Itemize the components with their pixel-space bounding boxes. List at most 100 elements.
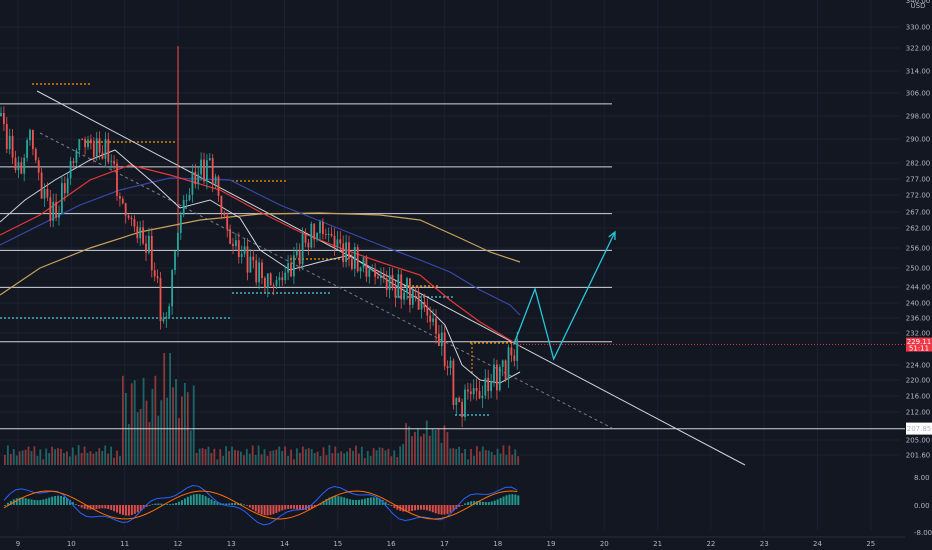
candle-body [116,163,118,197]
price-tick-label: 298.00 [906,113,931,121]
volume-bar [98,448,101,465]
price-tick-label: 232.00 [906,330,931,338]
volume-bar [207,446,210,465]
macd-histogram-bar [411,505,414,511]
volume-bar [343,453,346,465]
macd-histogram-bar [157,503,160,505]
volume-bar [349,448,351,465]
candle-body [342,243,345,263]
volume-bar [408,426,410,465]
candle-body [443,332,446,367]
price-tick-label: 250.00 [906,265,931,273]
volume-bar [51,446,53,465]
price-tick-label: 220.00 [906,377,931,385]
candle-body [237,240,240,258]
volume-bar [493,454,496,465]
volume-bar [434,430,437,465]
volume-bar [54,449,56,465]
candle-body [235,240,237,247]
macd-histogram-bar [405,505,408,512]
candle-body [400,274,403,300]
projection-path[interactable] [513,230,616,361]
volume-bar [340,451,343,465]
macd-histogram-bar [299,505,301,510]
candle-body [171,270,173,307]
volume-bar [369,455,372,465]
candle-body [371,269,374,271]
candle-body [452,360,455,406]
volume-bar [172,387,174,465]
macd-histogram-bar [65,498,68,505]
volume-bar [110,446,112,465]
candle-body [139,227,142,239]
macd-histogram-bar [33,499,36,505]
candle-body [411,290,414,305]
candle-body [365,257,368,277]
volume-bar [245,448,248,465]
candle-body [266,273,269,288]
macd-histogram-bar [36,500,39,505]
volume-bar [478,451,481,465]
macd-histogram-bar [183,498,186,505]
macd-histogram-bar [39,500,42,505]
candle-body [481,395,484,399]
candle-body [382,275,385,279]
candle-body [217,176,220,196]
candle-body [200,159,202,175]
candle-body [127,215,130,218]
volume-bar [107,453,110,465]
macd-histogram-bar [337,496,340,505]
candle-body [197,174,200,185]
horizontal-levels[interactable] [0,103,907,430]
macd-histogram-bar [375,497,378,505]
volume-bar [30,451,33,465]
macd-histogram-bar [325,499,328,505]
macd-histogram-bar [275,505,278,513]
support-price-value: 207.85 [907,425,932,433]
candle-body [284,272,287,281]
candle-body [182,200,185,215]
time-tick-label: 13 [227,540,236,548]
candle-body [136,226,139,239]
macd-histogram-bar [204,496,207,505]
candle-body [5,124,8,150]
descending-trendline[interactable] [36,90,746,466]
macd-tick-label: -8.00 [914,529,932,537]
macd-histogram-bar [449,505,452,513]
candle-body [162,318,165,322]
trendlines[interactable] [36,46,746,466]
candle-body [243,246,246,254]
macd-histogram-bar [181,500,183,505]
candle-body [58,213,60,218]
candle-body [145,243,147,253]
time-axis[interactable]: 9 10 11 12 13 14 15 16 17 18 19 20 21 22 23 24 25 [0,536,905,548]
macd-histogram-bar [60,495,63,505]
macd-histogram-bar [384,501,387,505]
volume-bar [470,448,472,465]
candle-body [496,364,498,391]
volume-bar [228,451,230,465]
macd-histogram-bar [505,495,508,505]
dashed-trendline[interactable] [39,132,613,429]
volume-bar [231,446,233,465]
projection-polyline[interactable] [513,231,616,361]
macd-histogram-bar [222,503,225,505]
current-price-countdown: 51:11 [909,345,929,353]
candle-body [52,201,55,221]
volume-bar [18,451,21,465]
candle-body [487,377,490,392]
candle-body [174,251,176,271]
macd-histogram-bar [431,505,434,513]
volume-bar [417,428,419,465]
volume-bar [390,456,393,465]
macd-histogram-bar [352,499,355,505]
macd-histogram-bar [396,505,399,510]
macd-histogram-bar [54,495,57,505]
macd-histogram-bar [145,505,148,507]
volume-bar [225,446,228,465]
volume-bar [242,455,245,465]
macd-histogram-bar [470,501,473,505]
candle-body [327,233,330,235]
